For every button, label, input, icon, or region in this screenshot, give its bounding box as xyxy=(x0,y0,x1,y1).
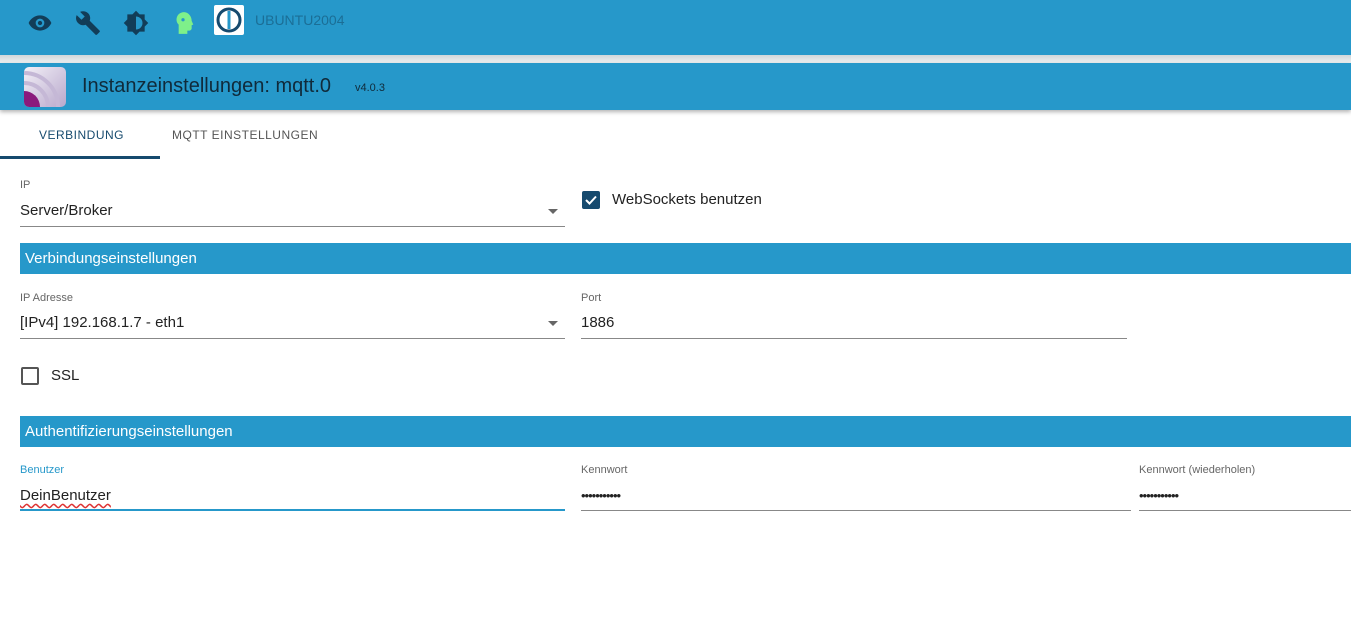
iobroker-logo[interactable] xyxy=(214,5,244,35)
active-tab-indicator xyxy=(0,156,160,159)
brightness-icon[interactable] xyxy=(123,10,149,36)
section-authentifizierungseinstellungen: Authentifizierungseinstellungen xyxy=(20,416,1351,447)
password-input[interactable]: ••••••••••• xyxy=(581,488,621,503)
ip-address-label: IP Adresse xyxy=(20,292,73,304)
password-repeat-input[interactable]: ••••••••••• xyxy=(1139,488,1179,503)
host-name: UBUNTU2004 xyxy=(255,12,345,28)
section-verbindungseinstellungen: Verbindungseinstellungen xyxy=(20,243,1351,274)
head-icon[interactable] xyxy=(170,10,196,36)
top-toolbar: UBUNTU2004 xyxy=(0,0,1351,55)
password-label: Kennwort xyxy=(581,464,628,476)
tab-mqtt-einstellungen[interactable]: MQTT EINSTELLUNGEN xyxy=(172,128,319,142)
ip-address-select[interactable]: [IPv4] 192.168.1.7 - eth1 xyxy=(20,314,185,331)
chevron-down-icon[interactable] xyxy=(548,321,558,326)
ip-address-underline xyxy=(20,338,565,339)
websockets-label: WebSockets benutzen xyxy=(612,191,762,208)
ip-underline xyxy=(20,226,565,227)
user-label: Benutzer xyxy=(20,464,65,476)
eye-icon[interactable] xyxy=(27,10,53,36)
chevron-down-icon[interactable] xyxy=(548,209,558,214)
divider xyxy=(0,55,1351,63)
user-input[interactable]: DeinBenutzer xyxy=(20,487,111,504)
password-underline xyxy=(581,510,1131,511)
page-title: Instanzeinstellungen: mqtt.0 xyxy=(82,75,332,97)
ip-label: IP xyxy=(20,179,31,191)
instance-header: Instanzeinstellungen: mqtt.0 v4.0.3 xyxy=(0,63,1351,110)
ip-select[interactable]: Server/Broker xyxy=(20,202,113,219)
tab-verbindung[interactable]: VERBINDUNG xyxy=(39,128,125,142)
password-repeat-label: Kennwort (wiederholen) xyxy=(1139,464,1256,476)
check-icon xyxy=(585,195,597,205)
version-label: v4.0.3 xyxy=(355,82,385,94)
websockets-checkbox[interactable] xyxy=(582,191,600,209)
mqtt-adapter-icon xyxy=(24,67,66,107)
password-repeat-underline xyxy=(1139,510,1351,511)
wrench-icon[interactable] xyxy=(75,10,101,36)
ssl-label: SSL xyxy=(51,367,80,384)
port-label: Port xyxy=(581,292,602,304)
port-underline xyxy=(581,338,1127,339)
user-underline xyxy=(20,509,565,511)
port-input[interactable]: 1886 xyxy=(581,314,615,331)
ssl-checkbox[interactable] xyxy=(21,367,39,385)
